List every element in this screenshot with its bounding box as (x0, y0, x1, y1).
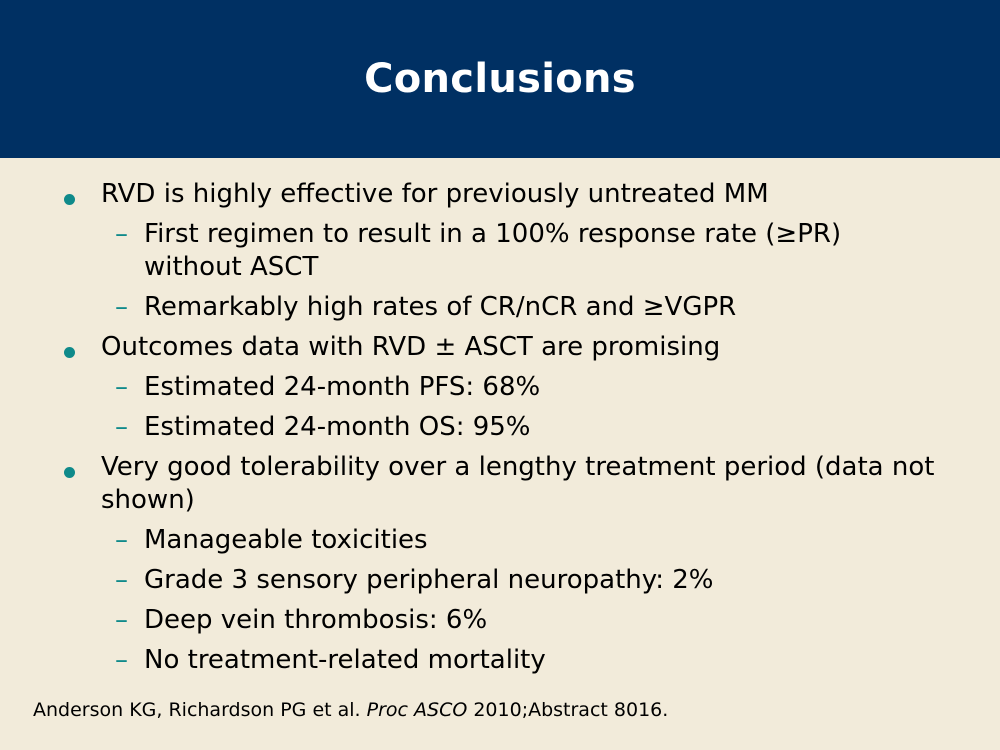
title-bar: Conclusions (0, 0, 1000, 158)
citation-authors: Anderson KG, Richardson PG et al. (33, 699, 367, 721)
dash-icon: – (115, 565, 128, 595)
bullet-item: Outcomes data with RVD ± ASCT are promis… (0, 331, 1000, 364)
slide-title: Conclusions (364, 56, 636, 102)
dash-icon: – (115, 525, 128, 555)
citation-journal: Proc ASCO (366, 699, 468, 721)
sub-bullet-item: – No treatment-related mortality (0, 644, 1000, 677)
bullet-list: RVD is highly effective for previously u… (0, 178, 1000, 677)
dash-icon: – (115, 292, 128, 322)
dash-icon: – (115, 412, 128, 442)
sub-bullet-text: Manageable toxicities (144, 525, 428, 555)
bullet-text: RVD is highly effective for previously u… (101, 179, 769, 209)
dash-icon: – (115, 219, 128, 249)
bullet-text: Outcomes data with RVD ± ASCT are promis… (101, 332, 721, 362)
bullet-dot-icon (64, 467, 75, 478)
citation-details: 2010;Abstract 8016. (467, 699, 669, 721)
sub-bullet-text: Estimated 24-month OS: 95% (144, 412, 531, 442)
citation-footnote: Anderson KG, Richardson PG et al. Proc A… (33, 697, 668, 723)
sub-bullet-item: – Grade 3 sensory peripheral neuropathy:… (0, 564, 1000, 597)
bullet-dot-icon (64, 347, 75, 358)
dash-icon: – (115, 372, 128, 402)
sub-bullet-text: No treatment-related mortality (144, 645, 546, 675)
sub-bullet-text: Estimated 24-month PFS: 68% (144, 372, 541, 402)
dash-icon: – (115, 645, 128, 675)
sub-bullet-text: Deep vein thrombosis: 6% (144, 605, 488, 635)
sub-bullet-text: Grade 3 sensory peripheral neuropathy: 2… (144, 565, 714, 595)
sub-bullet-item: – First regimen to result in a 100% resp… (0, 218, 1000, 284)
sub-bullet-text: First regimen to result in a 100% respon… (144, 219, 842, 282)
sub-bullet-item: – Estimated 24-month PFS: 68% (0, 371, 1000, 404)
dash-icon: – (115, 605, 128, 635)
sub-bullet-item: – Estimated 24-month OS: 95% (0, 411, 1000, 444)
sub-bullet-item: – Deep vein thrombosis: 6% (0, 604, 1000, 637)
bullet-text: Very good tolerability over a lengthy tr… (101, 452, 935, 515)
bullet-dot-icon (64, 194, 75, 205)
bullet-item: Very good tolerability over a lengthy tr… (0, 451, 1000, 517)
sub-bullet-item: – Remarkably high rates of CR/nCR and ≥V… (0, 291, 1000, 324)
bullet-item: RVD is highly effective for previously u… (0, 178, 1000, 211)
sub-bullet-text: Remarkably high rates of CR/nCR and ≥VGP… (144, 292, 737, 322)
sub-bullet-item: – Manageable toxicities (0, 524, 1000, 557)
